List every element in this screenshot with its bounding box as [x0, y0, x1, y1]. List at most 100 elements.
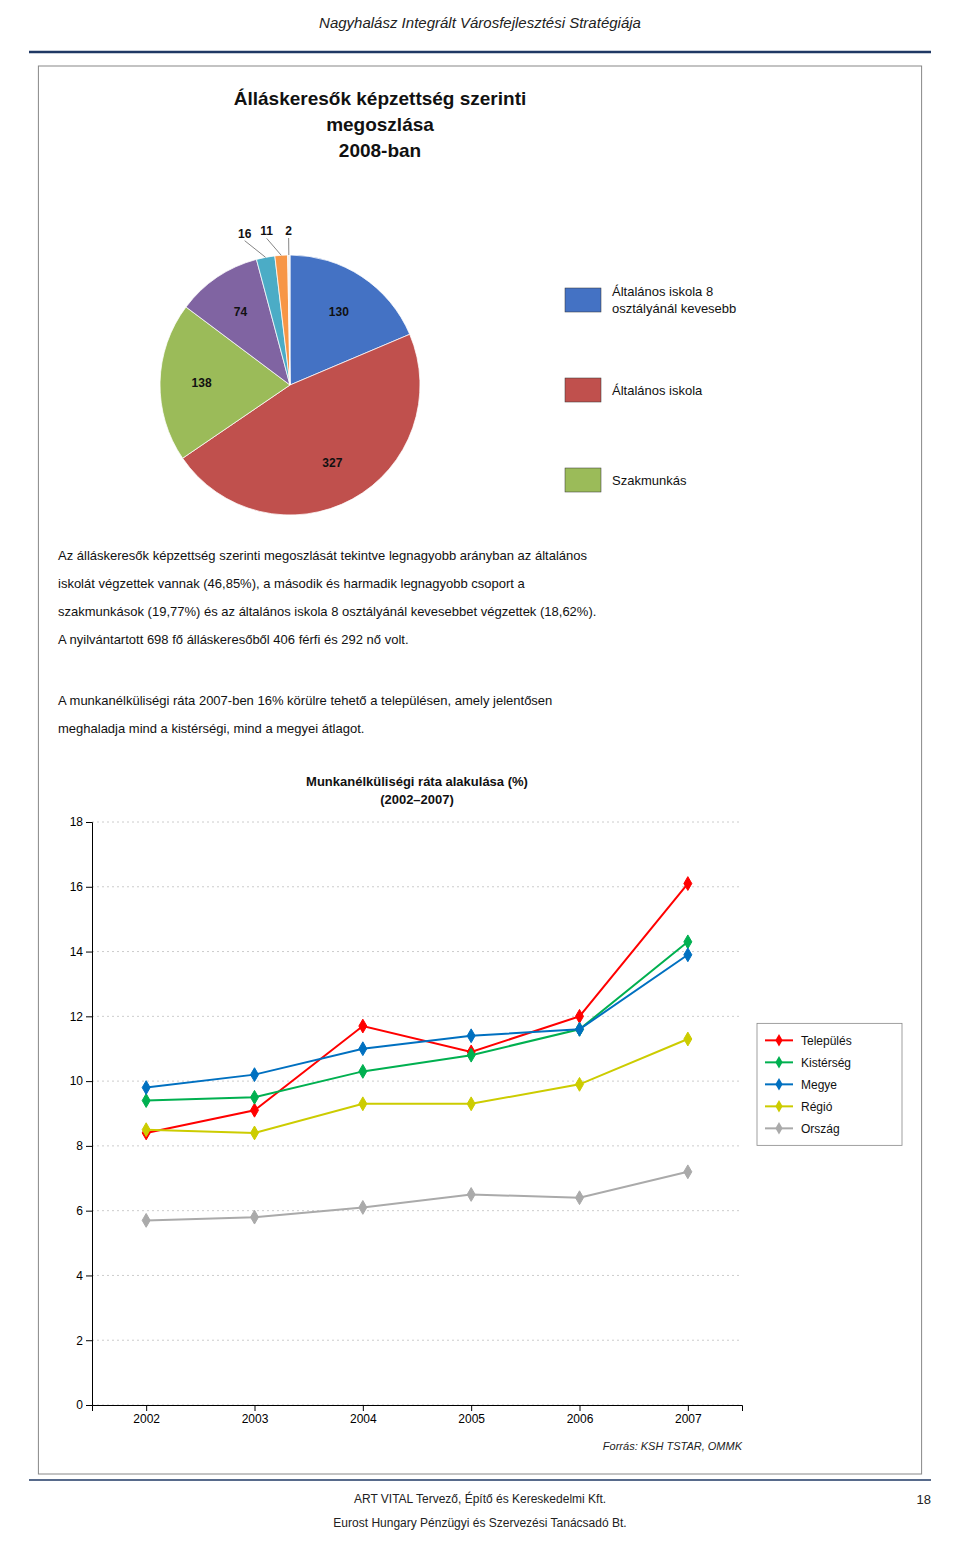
tick: 2007: [675, 1405, 702, 1426]
series-marker: [359, 1097, 367, 1111]
tick-mark: [86, 1275, 92, 1276]
pie-slice: [275, 255, 290, 385]
tick-mark: [86, 1340, 92, 1341]
leader-line: [288, 238, 289, 255]
tick-mark: [86, 1016, 92, 1017]
tick-mark: [255, 1405, 256, 1411]
tick-mark: [471, 1405, 472, 1411]
body-text: A munkanélküliségi ráta 2007-ben 16% kör…: [58, 693, 552, 708]
page-box: [38, 66, 921, 1474]
plot-area: [142, 877, 692, 1228]
legend-label: osztályánál kevesebb: [612, 301, 736, 316]
tick: 10: [70, 1074, 92, 1088]
data-label: 74: [234, 305, 248, 319]
legend: Település Kistérség Megye Régió Ország: [757, 1023, 902, 1145]
tick-mark: [86, 822, 92, 823]
legend-label: Általános iskola 8: [612, 284, 713, 299]
series-line: [146, 884, 688, 1133]
tick: 6: [76, 1204, 92, 1218]
tick: 2005: [458, 1405, 485, 1426]
x-axis: 200220032004200520062007: [93, 1405, 743, 1426]
legend-label: Kistérség: [801, 1056, 851, 1070]
data-label: 16: [238, 227, 252, 241]
pie-slice: [256, 256, 290, 385]
body-text: A nyilvántartott 698 fő álláskeresőből 4…: [58, 632, 409, 647]
data-label: 11: [260, 224, 273, 238]
tick-label: 2006: [567, 1412, 594, 1426]
legend-label: Szakmunkás: [612, 473, 687, 488]
tick-mark: [146, 1405, 147, 1411]
legend-label: Megye: [801, 1078, 837, 1092]
legend-marker: [775, 1056, 782, 1068]
data-label: 327: [322, 456, 342, 470]
chart-title: 2008-ban: [339, 140, 421, 161]
series-marker: [142, 1213, 150, 1227]
series-marker: [576, 1077, 584, 1091]
tick-mark: [86, 1405, 92, 1406]
legend-marker: [775, 1034, 782, 1046]
legend: Általános iskola 8osztályánál kevesebbÁl…: [565, 284, 736, 492]
tick-mark: [86, 1146, 92, 1147]
pie-slice: [288, 255, 290, 385]
series-marker: [251, 1103, 259, 1117]
page-number: 18: [917, 1492, 931, 1507]
legend-swatch: [565, 288, 601, 312]
tick-label: 12: [70, 1010, 84, 1024]
grid-line: [92, 1275, 742, 1276]
tick-label: 2002: [133, 1412, 160, 1426]
chart-title: Munkanélküliségi ráta alakulása (%): [306, 774, 528, 789]
tick-mark: [580, 1405, 581, 1411]
tick-label: 16: [70, 880, 84, 894]
axis-line: [86, 823, 93, 1406]
legend-marker: [775, 1122, 782, 1134]
grid-line: [92, 1016, 742, 1017]
series-marker: [467, 1097, 475, 1111]
series-marker: [467, 1188, 475, 1202]
series-marker: [684, 1165, 692, 1179]
series-marker: [251, 1126, 259, 1140]
tick-label: 2: [76, 1334, 83, 1348]
data-label: 2: [285, 224, 292, 238]
footer-text: Eurost Hungary Pénzügyi és Szervezési Ta…: [333, 1516, 626, 1530]
legend-label: Régió: [801, 1100, 833, 1114]
series-marker: [684, 948, 692, 962]
series-marker: [359, 1064, 367, 1078]
series-marker: [467, 1029, 475, 1043]
series-marker: [251, 1068, 259, 1082]
tick-mark: [86, 1211, 92, 1212]
page: Nagyhalász Integrált Városfejlesztési St…: [0, 0, 960, 1543]
series-line: [146, 942, 688, 1101]
leader-line: [267, 238, 282, 255]
tick-mark: [363, 1405, 364, 1411]
series-marker: [684, 1032, 692, 1046]
body-text: szakmunkások (19,77%) és az általános is…: [58, 604, 596, 619]
grid-line: [92, 1210, 742, 1211]
footer-rule: [29, 1479, 931, 1481]
series-marker: [467, 1048, 475, 1062]
annotation: Forrás: KSH TSTAR, OMMK: [603, 1440, 743, 1452]
grid: [92, 822, 742, 1405]
tick: 8: [76, 1139, 92, 1153]
data-label: 130: [329, 305, 349, 319]
series-marker: [359, 1042, 367, 1056]
tick-mark: [86, 887, 92, 888]
grid-line: [92, 822, 742, 823]
tick-label: 18: [70, 815, 84, 829]
tick: 2006: [567, 1405, 594, 1426]
legend-label: Település: [801, 1034, 852, 1048]
tick-mark: [688, 1405, 689, 1411]
series-marker: [142, 1081, 150, 1095]
tick-mark: [86, 1081, 92, 1082]
tick: 18: [70, 815, 92, 829]
series-marker: [359, 1201, 367, 1215]
legend-marker: [775, 1078, 782, 1090]
legend-label: Ország: [801, 1122, 840, 1136]
footer-text: ART VITAL Tervező, Építő és Kereskedelmi…: [354, 1491, 606, 1506]
header-rule: [29, 51, 931, 54]
series-line: [146, 955, 688, 1088]
data-labels: 1303271387421116: [192, 224, 350, 470]
chart-title: Álláskeresők képzettség szerinti: [234, 88, 527, 109]
chart-title: megoszlása: [326, 114, 434, 135]
page-title: Nagyhalász Integrált Városfejlesztési St…: [319, 14, 641, 31]
line-chart: Munkanélküliségi ráta alakulása (%)(2002…: [70, 774, 902, 1452]
